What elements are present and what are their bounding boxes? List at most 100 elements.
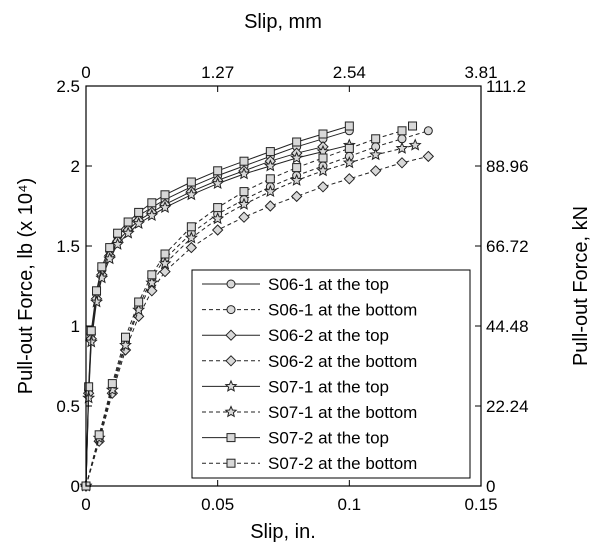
data-point <box>185 241 198 254</box>
data-point <box>147 198 157 208</box>
data-point <box>145 208 159 222</box>
y-tick-label: 1 <box>71 317 80 336</box>
legend-marker <box>226 433 236 443</box>
legend-label: S07-2 at the bottom <box>268 454 417 473</box>
data-point <box>211 224 224 236</box>
data-point <box>317 181 329 193</box>
data-point <box>160 249 170 259</box>
data-point <box>263 184 277 198</box>
legend-label: S07-2 at the top <box>268 429 389 448</box>
y2-axis-title: Pull-out Force, kN <box>570 206 592 366</box>
y-tick-label: 2 <box>71 157 80 176</box>
y2-tick-label: 44.48 <box>486 317 529 336</box>
data-point <box>237 197 251 210</box>
series-5 <box>79 138 356 492</box>
y2-tick-label: 88.96 <box>486 157 529 176</box>
data-point <box>318 153 328 163</box>
data-point <box>134 207 144 217</box>
data-point <box>90 295 104 308</box>
x-tick-label: 0.05 <box>201 495 234 514</box>
y-tick-label: 2.5 <box>56 77 80 96</box>
y2-tick-label: 111.2 <box>486 77 526 96</box>
data-point <box>123 217 133 227</box>
data-point <box>213 203 223 213</box>
y2-tick-label: 22.24 <box>486 397 529 416</box>
data-point <box>121 332 130 342</box>
data-point <box>371 134 381 144</box>
legend-label: S06-2 at the bottom <box>268 352 417 371</box>
data-point <box>132 216 146 230</box>
legend-marker <box>226 458 236 468</box>
data-point <box>343 173 356 185</box>
y-tick-label: 1.5 <box>56 237 80 256</box>
data-point <box>132 303 146 316</box>
data-point <box>134 297 144 307</box>
y-axis-title: Pull-out Force, lb (x 10⁴) <box>15 178 37 394</box>
y2-tick-label: 0 <box>486 477 495 496</box>
data-point <box>292 163 302 173</box>
data-point <box>292 137 302 147</box>
y-tick-label: 0.5 <box>56 397 80 416</box>
legend-marker <box>226 279 236 289</box>
data-point <box>369 147 383 161</box>
data-point <box>397 134 407 144</box>
data-point <box>107 379 117 389</box>
series-layer <box>79 121 435 492</box>
legend-label: S06-1 at the bottom <box>268 301 417 320</box>
data-point <box>344 143 354 153</box>
series-8 <box>81 121 418 491</box>
legend-item: S07-1 at the top <box>202 377 389 396</box>
legend-marker <box>224 405 238 418</box>
data-point <box>97 262 107 272</box>
legend-label: S06-2 at the top <box>268 326 389 345</box>
data-point <box>184 187 198 201</box>
data-point <box>184 231 198 244</box>
data-point <box>395 141 409 154</box>
data-point <box>408 121 418 131</box>
data-point <box>238 211 250 223</box>
data-point <box>186 222 196 232</box>
x-axis-title: Slip, in. <box>250 521 316 543</box>
data-point <box>318 129 328 139</box>
data-point <box>186 177 196 187</box>
data-point <box>265 174 275 184</box>
data-point <box>423 126 433 136</box>
data-point <box>239 156 249 166</box>
legend-marker <box>224 379 238 392</box>
data-point <box>316 164 330 177</box>
data-point <box>344 121 354 131</box>
legend-item: S07-2 at the bottom <box>202 454 417 473</box>
x-tick-label: 0 <box>81 495 90 514</box>
data-point <box>397 126 407 136</box>
data-point <box>111 237 125 250</box>
data-point <box>239 187 249 197</box>
data-point <box>147 270 157 280</box>
data-point <box>92 286 102 296</box>
data-point <box>94 430 104 440</box>
data-point <box>121 226 135 239</box>
x2-axis-title: Slip, mm <box>244 11 322 33</box>
legend-marker <box>225 329 237 341</box>
x-tick-label: 0.15 <box>464 495 497 514</box>
series-6 <box>79 138 422 492</box>
data-point <box>105 383 119 396</box>
legend-label: S07-1 at the top <box>268 377 389 396</box>
data-point <box>213 166 223 176</box>
data-point <box>237 167 251 180</box>
legend-item: S07-1 at the bottom <box>202 403 417 422</box>
legend-item: S06-2 at the bottom <box>202 352 417 371</box>
data-point <box>263 159 277 172</box>
legend-marker <box>226 305 236 315</box>
data-point <box>158 200 172 214</box>
legend-item: S07-2 at the top <box>202 429 389 448</box>
series-4 <box>80 150 435 492</box>
data-point <box>422 150 435 163</box>
data-point <box>211 176 225 190</box>
data-point <box>408 138 422 151</box>
legend: S06-1 at the top S06-1 at the bottom S06-2… <box>191 269 471 479</box>
data-point <box>290 151 304 164</box>
data-point <box>113 228 123 238</box>
data-point <box>396 157 408 169</box>
x2-tick-label: 3.81 <box>464 63 497 82</box>
